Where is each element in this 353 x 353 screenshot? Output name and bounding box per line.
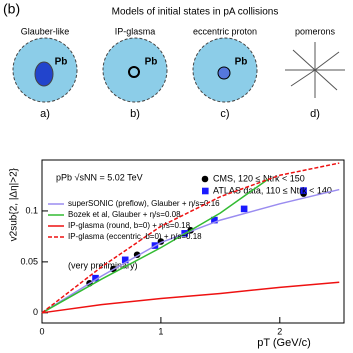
data-point <box>92 274 99 282</box>
y-tick-label: 0 <box>33 307 38 317</box>
legend-label: superSONIC (preflow), Glauber + η/s=0.16 <box>68 199 220 208</box>
x-tick-label: 1 <box>158 326 163 336</box>
legend-marker <box>201 175 209 183</box>
annotation: pPb √sNN = 5.02 TeV <box>56 172 143 182</box>
legend-label: IP-glasma (round, b=0) + η/s=0.18 <box>68 221 191 230</box>
figure-label: (b) <box>3 1 20 17</box>
legend-label: IP-glasma (eccentric, b=0) + η/s=0.18 <box>68 232 202 241</box>
data-point <box>211 216 218 224</box>
model-tag: Pb <box>145 57 158 68</box>
series-line <box>41 281 340 314</box>
legend-marker <box>202 187 209 195</box>
model-name: Glauber-like <box>21 26 70 36</box>
model-tag: Pb <box>235 57 248 68</box>
panel-label: c) <box>220 108 229 120</box>
model-name: pomerons <box>295 26 336 36</box>
panel-label: d) <box>310 108 320 120</box>
y-tick-label: 0.05 <box>20 256 38 266</box>
x-axis-label: pT (GeV/c) <box>257 337 311 349</box>
data-point <box>240 205 248 213</box>
x-tick-label: 2 <box>277 326 282 336</box>
panel-label: a) <box>40 108 50 120</box>
data-point <box>121 256 129 264</box>
series-line <box>41 178 269 314</box>
model-tag: Pb <box>55 57 68 68</box>
model-name: eccentric proton <box>193 26 257 36</box>
legend-label: ATLAS data, 110 ≤ Ntrk < 140 <box>213 185 332 195</box>
x-tick-label: 0 <box>39 326 44 336</box>
legend-label: CMS, 120 ≤ Ntrk < 150 <box>213 173 305 183</box>
y-axis-label: v2sub{2, |Δη|>2} <box>9 167 20 241</box>
plot-frame <box>41 159 345 324</box>
models-title: Models of initial states in pA collision… <box>112 7 279 18</box>
series-line <box>41 162 340 314</box>
model-name: IP-glasma <box>115 26 156 36</box>
model-icons <box>12 37 345 103</box>
data-point <box>300 187 307 194</box>
legend-label: Bozek et al, Glauber + η/s=0.08 <box>68 210 181 219</box>
panel-label: b) <box>130 108 140 120</box>
y-tick-label: 0.1 <box>25 205 38 215</box>
series-line <box>41 188 340 314</box>
annotation: (very preliminary) <box>68 260 138 270</box>
